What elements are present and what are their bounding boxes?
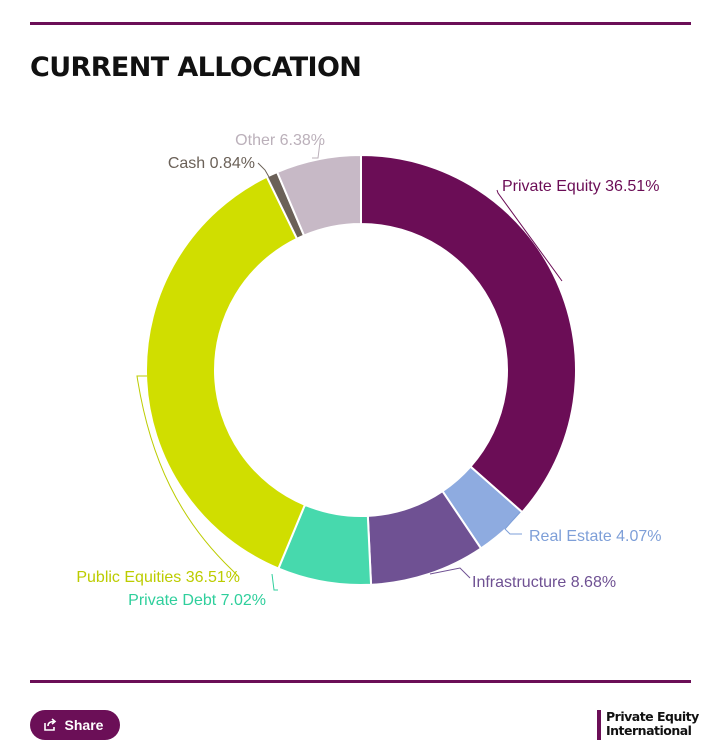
brand-bar xyxy=(597,710,601,740)
chart-title: CURRENT ALLOCATION xyxy=(30,52,362,83)
top-divider xyxy=(30,22,691,25)
leader-line-other xyxy=(312,141,321,159)
leader-line-cash xyxy=(257,162,270,178)
slice-label-other: Other 6.38% xyxy=(235,132,325,149)
leader-line-public-equities xyxy=(136,375,239,577)
donut-chart: Private Equity 36.51% Real Estate 4.07% In… xyxy=(76,132,662,609)
share-icon xyxy=(43,718,56,731)
share-button[interactable]: Share xyxy=(30,710,120,740)
brand-line-1: Private Equity xyxy=(606,709,699,724)
brand-line-2: International xyxy=(606,723,692,738)
leader-line-infrastructure xyxy=(429,567,471,579)
slice-label-public-equities: Public Equities 36.51% xyxy=(76,569,240,586)
slice-private-equity[interactable] xyxy=(360,153,577,514)
slice-label-real-estate: Real Estate 4.07% xyxy=(529,528,662,545)
slice-label-cash: Cash 0.84% xyxy=(168,155,255,172)
slice-other[interactable] xyxy=(275,153,362,237)
slice-label-private-equity: Private Equity 36.51% xyxy=(502,178,659,195)
slice-label-infrastructure: Infrastructure 8.68% xyxy=(472,574,616,591)
brand-text: Private Equity International xyxy=(606,710,699,740)
slice-public-equities[interactable] xyxy=(145,175,307,570)
leader-line-real-estate xyxy=(504,511,522,535)
leader-line-private-equity xyxy=(496,189,563,282)
brand-logo: Private Equity International xyxy=(597,710,699,740)
slice-label-private-debt: Private Debt 7.02% xyxy=(128,592,266,609)
leader-line-private-debt xyxy=(271,573,278,591)
bottom-divider xyxy=(30,680,691,683)
share-label: Share xyxy=(64,717,104,733)
